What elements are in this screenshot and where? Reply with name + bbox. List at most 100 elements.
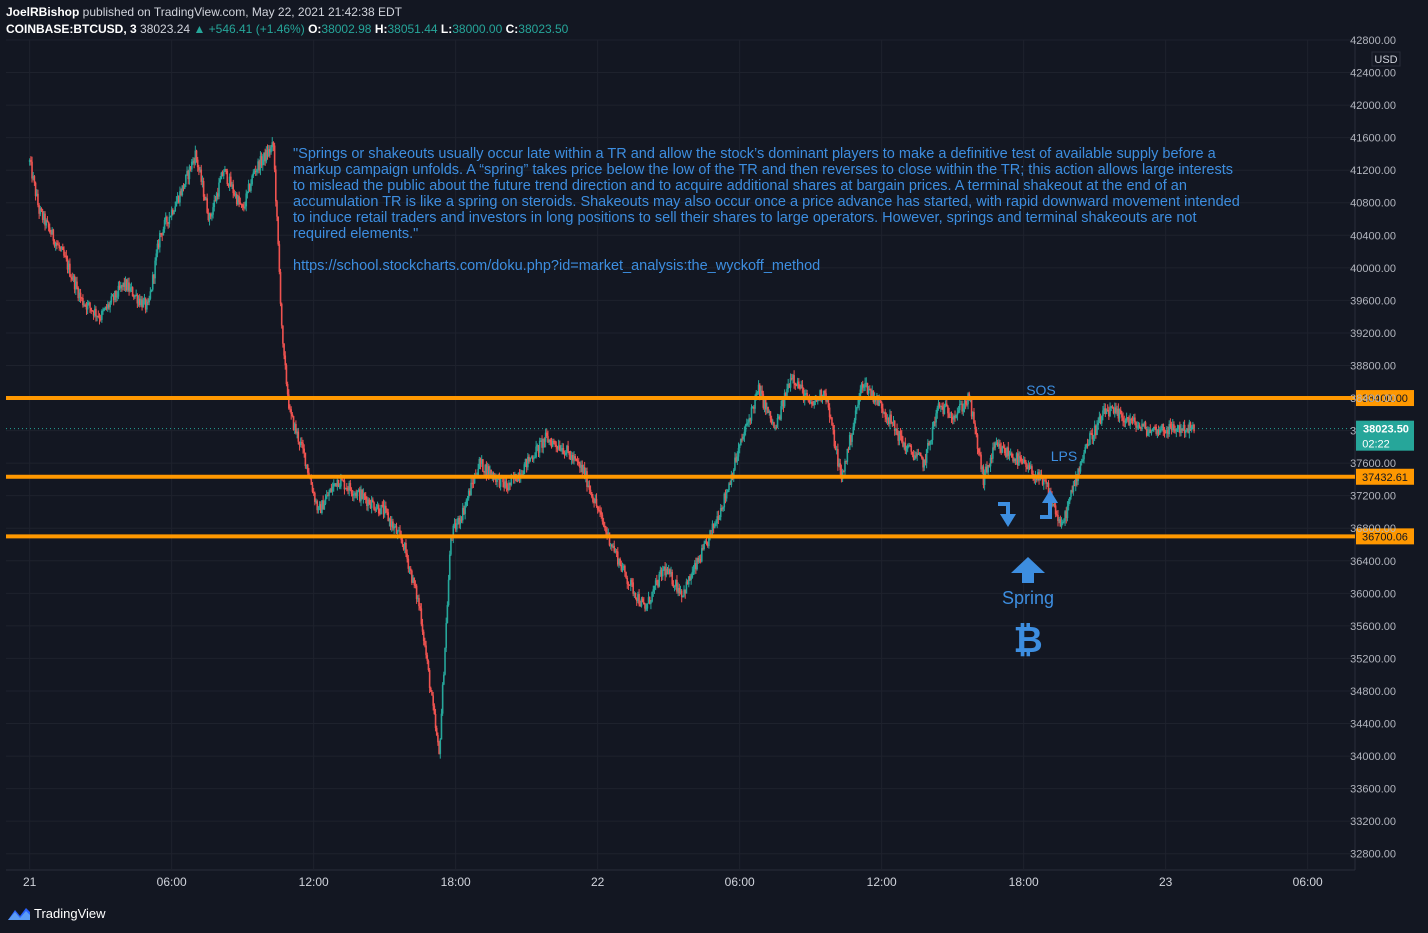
candle [683,585,685,598]
candle [54,241,57,251]
candle [316,499,319,514]
candle [990,453,993,464]
x-tick-label: 12:00 [867,875,897,889]
candle [1057,510,1059,527]
candle-body [101,310,103,320]
candle-body [819,390,821,401]
candle-body [826,399,829,402]
candle [234,191,237,199]
candle-body [47,221,50,228]
candle [52,228,55,245]
candle [905,445,908,455]
time-axis[interactable]: 21 06:00 12:00 18:00 22 06:00 12:00 18:00 23 06:0… [23,875,1323,889]
candle-body [764,399,767,410]
spring-label: Spring [1002,588,1054,608]
candle-body [1102,410,1104,417]
last-price-label: 38023.50 [1363,424,1409,436]
candle [615,548,618,558]
candle-body [936,407,939,414]
candle-body [315,501,317,503]
candle [525,458,528,473]
candle [261,154,264,171]
currency-box [1371,51,1401,67]
candle-body [175,201,178,207]
candle-body [748,418,750,423]
candle-body [341,478,343,481]
candle-body [275,169,277,202]
candle [650,600,652,610]
candle-body [192,160,194,162]
candle [244,201,246,210]
candle [555,441,558,453]
candle [800,380,802,389]
candle [205,196,207,201]
candle-body [871,390,873,397]
candle-body [689,576,691,581]
candle-body [576,460,579,462]
candle [168,211,171,228]
candle-body [495,476,497,483]
candle-body [1116,408,1118,413]
candle [536,443,539,451]
candle-body [988,464,991,467]
candle-body [651,591,653,602]
candle [665,563,668,578]
candle-body [103,309,106,311]
candle [980,451,982,473]
candle-body [945,403,948,407]
candle-body [529,457,532,462]
candle-body [510,477,513,486]
candle [540,438,542,442]
author-name[interactable]: JoelRBishop [6,5,80,19]
candle-body [639,604,642,607]
candle-body [1015,453,1018,462]
candle-body [221,172,224,176]
candle-body [626,577,629,584]
candle [275,165,277,207]
candle-body [212,207,214,215]
candle-body [917,453,920,455]
symbol-label[interactable]: COINBASE:BTCUSD, 3 [6,22,137,36]
candle-body [351,493,354,496]
last-price-tag [1356,420,1414,451]
candle-body [162,229,165,236]
candle [431,689,433,696]
candle-body [38,205,40,214]
candle-body [852,426,855,435]
candle [898,430,901,446]
price-axis[interactable]: 42800.0042400.0042000.0041600.0041200.00… [1350,35,1414,861]
candle-body [935,413,937,423]
tradingview-logo-icon[interactable] [8,906,30,920]
candle-body [258,161,261,171]
candle [298,441,301,451]
candle-body [1082,459,1084,462]
candle-body [1060,522,1063,527]
currency-label[interactable]: USD [1374,54,1397,66]
candle-body [622,565,625,569]
candle-body [219,179,221,183]
candle [207,208,210,222]
candle [699,554,702,564]
candle [202,177,205,201]
candle [192,157,194,165]
candle-body [850,434,852,442]
candle-body [388,519,391,522]
candle-body [131,287,134,297]
candle [399,525,401,535]
candle [1155,424,1157,436]
candle-body [466,498,469,501]
candle-body [540,440,542,442]
candle [1092,434,1095,445]
annotations-layer: "Springs or shakeouts usually occur late… [293,146,1240,661]
candle [395,522,398,534]
candle [904,437,907,455]
candle-body [57,244,59,246]
candle-body [729,483,731,485]
candle [567,440,569,454]
candle-body [214,200,217,202]
candle [101,309,103,323]
tradingview-brand[interactable]: TradingView [34,906,106,921]
candle-body [1007,447,1010,457]
candle [941,402,943,410]
